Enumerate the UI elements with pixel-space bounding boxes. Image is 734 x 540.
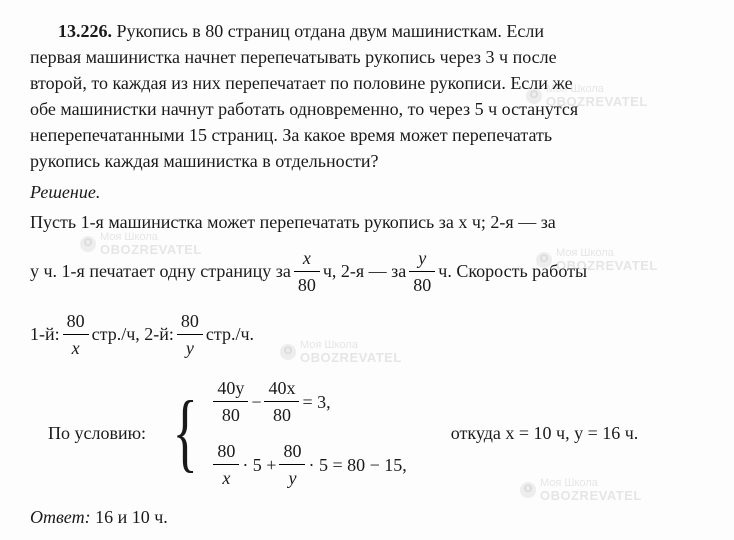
f3-num: 80 bbox=[63, 308, 89, 335]
watermark: OМоя ШколаOBOZREVATEL bbox=[526, 84, 648, 108]
system-row: По условию: { 40y80 − 40x80 = 3, 80x · 5… bbox=[30, 375, 704, 491]
r2f1d: x bbox=[213, 465, 239, 491]
sol-l3-post: стр./ч. bbox=[206, 321, 254, 347]
problem-l6: рукопись каждая машинистка в отдельности… bbox=[30, 151, 379, 171]
r1f1d: 80 bbox=[213, 402, 248, 428]
sys-row-1: 40y80 − 40x80 = 3, bbox=[210, 375, 406, 428]
problem-l1: Рукопись в 80 страниц отдана двум машини… bbox=[117, 21, 544, 41]
frac-80-y: 80y bbox=[177, 308, 203, 361]
problem-l2: первая машинистка начнет перепечатывать … bbox=[30, 47, 557, 67]
watermark: OМоя ШколаOBOZREVATEL bbox=[280, 340, 402, 364]
sys-row-2: 80x · 5 + 80y · 5 = 80 − 15, bbox=[210, 438, 406, 491]
problem-number: 13.226. bbox=[58, 21, 112, 41]
r2tail: · 5 = 80 − 15, bbox=[308, 452, 406, 478]
problem-l4: обе машинистки начнут работать одновреме… bbox=[30, 99, 578, 119]
f1-num: x bbox=[294, 245, 320, 272]
frac-80-y-2: 80y bbox=[279, 438, 305, 491]
watermark: OМоя ШколаOBOZREVATEL bbox=[536, 248, 658, 272]
solution-heading: Решение. bbox=[30, 182, 100, 202]
frac-80-x: 80x bbox=[63, 308, 89, 361]
frac-x-80: x80 bbox=[294, 245, 320, 298]
r1f1n: 40y bbox=[213, 375, 248, 402]
r2f2d: y bbox=[279, 465, 305, 491]
r2op1: · 5 + bbox=[242, 452, 276, 478]
sol-l2-pre: y ч. 1-я печатает одну страницу за bbox=[30, 258, 291, 284]
r1op1: − bbox=[251, 389, 261, 415]
r1tail: = 3, bbox=[302, 389, 330, 415]
f4-den: y bbox=[177, 335, 203, 361]
sol-l1: Пусть 1-я машинистка может перепечатать … bbox=[30, 212, 556, 232]
watermark: OМоя ШколаOBOZREVATEL bbox=[80, 232, 202, 256]
answer-row: Ответ: 16 и 10 ч. bbox=[30, 504, 704, 530]
answer-value: 16 и 10 ч. bbox=[91, 507, 168, 527]
r1f2d: 80 bbox=[264, 402, 299, 428]
r1f2n: 40x bbox=[264, 375, 299, 402]
brace-icon: { bbox=[173, 398, 198, 468]
frac-80-x-2: 80x bbox=[213, 438, 239, 491]
f2-den: 80 bbox=[409, 272, 435, 298]
whence-text: откуда x = 10 ч, y = 16 ч. bbox=[451, 420, 639, 446]
frac-40y-80: 40y80 bbox=[213, 375, 248, 428]
r2f1n: 80 bbox=[213, 438, 239, 465]
sol-l3-pre: 1-й: bbox=[30, 321, 60, 347]
problem-l3: второй, то каждая из них перепечатает по… bbox=[30, 73, 573, 93]
condition-label: По условию: bbox=[48, 420, 146, 446]
r2f2n: 80 bbox=[279, 438, 305, 465]
frac-40x-80: 40x80 bbox=[264, 375, 299, 428]
watermark: OМоя ШколаOBOZREVATEL bbox=[520, 478, 642, 502]
f2-num: y bbox=[409, 245, 435, 272]
sol-l3-mid: стр./ч, 2-й: bbox=[92, 321, 174, 347]
sol-l2-mid: ч, 2-я — за bbox=[323, 258, 406, 284]
frac-y-80: y80 bbox=[409, 245, 435, 298]
equation-system: { 40y80 − 40x80 = 3, 80x · 5 + 80y · 5 =… bbox=[164, 375, 407, 491]
f3-den: x bbox=[63, 335, 89, 361]
problem-l5: неперепечатанными 15 страниц. За какое в… bbox=[30, 125, 552, 145]
solution-heading-row: Решение. bbox=[30, 179, 704, 205]
answer-label: Ответ: bbox=[30, 507, 91, 527]
f4-num: 80 bbox=[177, 308, 203, 335]
f1-den: 80 bbox=[294, 272, 320, 298]
